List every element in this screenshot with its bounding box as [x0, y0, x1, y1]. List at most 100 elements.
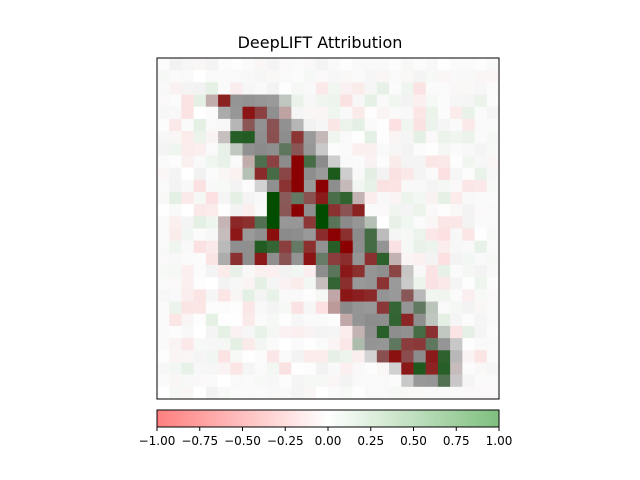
heatmap-cell — [279, 70, 292, 83]
heatmap-cell — [401, 252, 414, 266]
heatmap-cell — [389, 240, 402, 254]
heatmap-cell — [169, 325, 182, 339]
heatmap-cell — [242, 179, 256, 193]
heatmap-cell — [437, 277, 451, 290]
heatmap-cell — [376, 143, 390, 156]
heatmap-cell — [340, 131, 353, 144]
heatmap-cell — [364, 277, 378, 290]
heatmap-cell — [376, 204, 390, 217]
heatmap-cell — [193, 301, 207, 315]
heatmap-cell — [315, 118, 329, 132]
heatmap-cell — [303, 386, 317, 400]
heatmap-cell — [218, 216, 231, 229]
heatmap-cell — [376, 228, 390, 241]
heatmap-cell — [462, 118, 475, 132]
heatmap-cell — [218, 386, 231, 400]
heatmap-cell-strong — [315, 204, 329, 217]
heatmap-cell — [450, 301, 463, 315]
heatmap-cell — [328, 313, 341, 327]
heatmap-cell — [340, 301, 353, 315]
heatmap-cell — [303, 106, 317, 120]
heatmap-cell — [389, 70, 402, 83]
heatmap-cell — [486, 58, 500, 71]
heatmap-cell — [437, 58, 451, 71]
heatmap-cell — [474, 118, 488, 132]
heatmap-cell — [230, 313, 243, 327]
heatmap-cell — [340, 265, 353, 278]
heatmap-cell — [474, 228, 488, 241]
heatmap-cell — [462, 155, 475, 168]
heatmap-cell — [315, 252, 329, 266]
heatmap-cell — [230, 118, 243, 132]
heatmap-cell — [315, 106, 329, 120]
heatmap-cell — [425, 252, 439, 266]
heatmap-cell — [254, 325, 268, 339]
heatmap-cell — [364, 252, 378, 266]
heatmap-cell — [266, 179, 280, 193]
heatmap-cell — [376, 289, 390, 302]
heatmap-cell — [291, 277, 304, 290]
heatmap-cell — [218, 58, 231, 71]
heatmap-cell — [303, 252, 317, 266]
heatmap-cell — [450, 70, 463, 83]
heatmap-cell — [266, 143, 280, 156]
heatmap-cell — [279, 118, 292, 132]
heatmap-cell — [486, 94, 500, 108]
heatmap-cell — [230, 289, 243, 302]
heatmap-cell — [328, 204, 341, 217]
colorbar-tick-label: −0.50 — [224, 434, 261, 448]
heatmap-cell — [486, 301, 500, 315]
heatmap-cell — [218, 70, 231, 83]
heatmap-cell — [242, 338, 256, 351]
heatmap-cell — [279, 313, 292, 327]
heatmap-cell — [437, 338, 451, 351]
heatmap-cell — [474, 265, 488, 278]
heatmap-cell — [474, 362, 488, 375]
heatmap-cell — [169, 167, 182, 181]
heatmap-cell — [450, 179, 463, 193]
heatmap-cell — [352, 167, 365, 181]
heatmap-cell — [181, 204, 194, 217]
heatmap-cell — [389, 325, 402, 339]
heatmap-cell — [352, 94, 365, 108]
heatmap-cell — [474, 313, 488, 327]
heatmap-cell — [425, 374, 439, 388]
heatmap-cell — [205, 228, 219, 241]
heatmap-cell — [218, 362, 231, 375]
heatmap-cell — [230, 191, 243, 205]
heatmap-cell — [193, 131, 207, 144]
heatmap-cell — [437, 252, 451, 266]
heatmap-cell — [315, 265, 329, 278]
heatmap-cell — [462, 240, 475, 254]
heatmap-cell — [169, 240, 182, 254]
heatmap-cell — [450, 82, 463, 95]
heatmap-cell — [389, 106, 402, 120]
heatmap-cell — [462, 277, 475, 290]
heatmap-cell — [450, 204, 463, 217]
heatmap-cell — [328, 191, 341, 205]
heatmap-cell — [193, 167, 207, 181]
heatmap-cell — [242, 313, 256, 327]
heatmap-cell — [193, 228, 207, 241]
heatmap-cell — [450, 313, 463, 327]
heatmap-cell — [401, 204, 414, 217]
heatmap-cell — [328, 167, 341, 181]
heatmap-cell — [340, 289, 353, 302]
heatmap-cell — [157, 179, 170, 193]
heatmap-cell — [291, 82, 304, 95]
heatmap-cell — [462, 131, 475, 144]
heatmap-cell — [279, 82, 292, 95]
heatmap-cell — [425, 118, 439, 132]
heatmap-cell — [401, 289, 414, 302]
heatmap-cell — [401, 167, 414, 181]
heatmap-cell — [169, 131, 182, 144]
heatmap-cell — [425, 191, 439, 205]
heatmap-cell — [169, 386, 182, 400]
heatmap-cell — [401, 265, 414, 278]
heatmap-cell — [389, 228, 402, 241]
heatmap-cell — [328, 216, 341, 229]
heatmap-cell — [474, 301, 488, 315]
heatmap-cell — [328, 265, 341, 278]
heatmap-cell — [254, 106, 268, 120]
heatmap-cell — [254, 374, 268, 388]
